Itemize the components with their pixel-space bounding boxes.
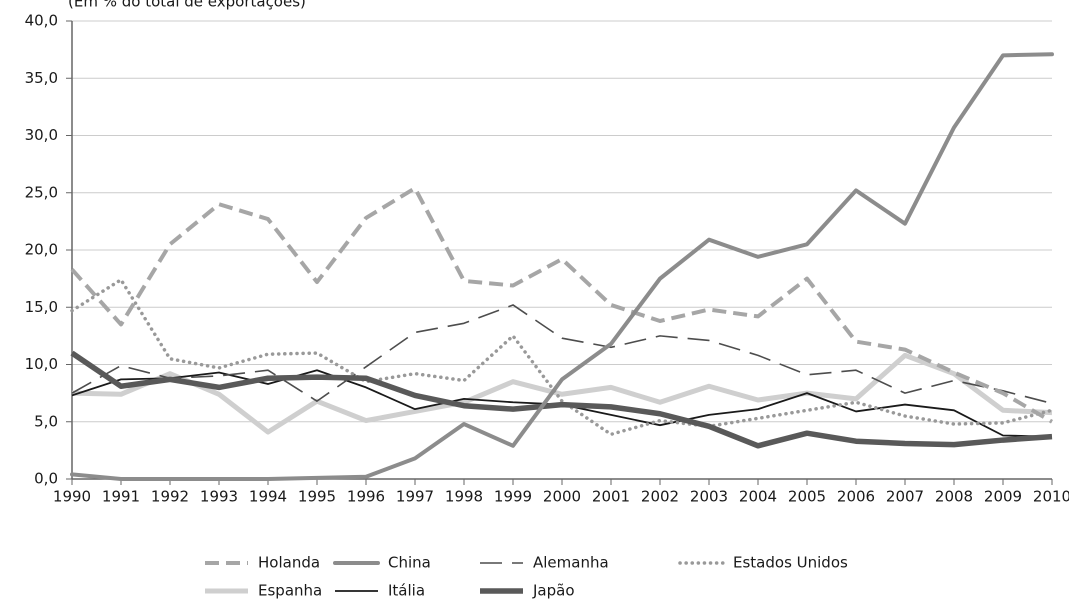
x-tick-label: 2005 (788, 488, 826, 506)
x-tick-label: 1991 (102, 488, 140, 506)
y-tick-label: 30,0 (25, 126, 58, 144)
x-tick-label: 1999 (494, 488, 532, 506)
x-tick-label: 1996 (347, 488, 385, 506)
x-tick-label: 1993 (200, 488, 238, 506)
x-tick-label: 1995 (298, 488, 336, 506)
legend-label: Japão (532, 582, 575, 600)
x-tick-label: 2007 (886, 488, 924, 506)
legend-label: Espanha (258, 582, 322, 600)
x-tick-label: 2004 (739, 488, 777, 506)
x-tick-label: 1992 (151, 488, 189, 506)
x-tick-label: 1994 (249, 488, 287, 506)
y-tick-label: 35,0 (25, 69, 58, 87)
x-tick-label: 1997 (396, 488, 434, 506)
x-tick-label: 1990 (53, 488, 91, 506)
x-tick-label: 2001 (592, 488, 630, 506)
x-tick-label: 2006 (837, 488, 875, 506)
legend-label: China (388, 554, 431, 572)
x-tick-label: 2009 (984, 488, 1022, 506)
x-tick-label: 1998 (445, 488, 483, 506)
y-tick-label: 15,0 (25, 298, 58, 316)
x-tick-label: 2010 (1033, 488, 1069, 506)
series-line (70, 186, 1054, 424)
x-tick-label: 2003 (690, 488, 728, 506)
legend-label: Alemanha (533, 554, 609, 572)
series-line (70, 350, 1053, 449)
x-tick-label: 2000 (543, 488, 581, 506)
y-tick-label: 25,0 (25, 183, 58, 201)
series-line (71, 304, 1053, 405)
y-tick-label: 40,0 (25, 12, 58, 30)
y-tick-label: 20,0 (25, 241, 58, 259)
series-line (70, 52, 1054, 481)
y-tick-label: 5,0 (34, 412, 58, 430)
legend-label: Estados Unidos (733, 554, 848, 572)
x-tick-label: 2002 (641, 488, 679, 506)
series-line (70, 278, 1054, 437)
y-tick-label: 10,0 (25, 355, 58, 373)
legend-label: Itália (388, 582, 425, 600)
chart-subtitle: (Em % do total de exportações) (68, 0, 306, 11)
series-line (71, 352, 1053, 435)
x-tick-label: 2008 (935, 488, 973, 506)
y-tick-label: 0,0 (34, 470, 58, 488)
legend-label: Holanda (258, 554, 320, 572)
